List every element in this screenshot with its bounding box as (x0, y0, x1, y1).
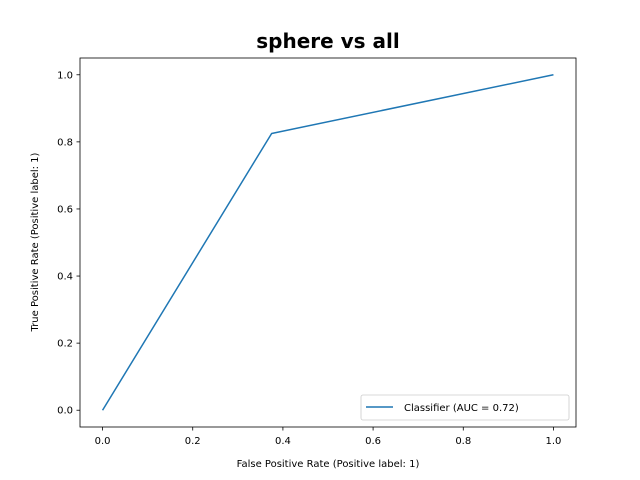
legend: Classifier (AUC = 0.72) (360, 394, 570, 421)
y-tick-label: 0.0 (57, 406, 73, 417)
y-axis-ticks: 0.0 0.2 0.4 0.6 0.8 1.0 (57, 70, 80, 417)
x-axis-label: False Positive Rate (Positive label: 1) (237, 459, 420, 470)
series-layer (101, 74, 554, 411)
chart-title: sphere vs all (256, 29, 400, 53)
x-tick-label: 0.8 (455, 436, 471, 447)
y-tick-label: 0.8 (57, 137, 73, 148)
y-tick-label: 0.4 (57, 272, 73, 283)
y-tick-label: 1.0 (57, 70, 73, 81)
x-tick-label: 0.0 (95, 436, 111, 447)
x-tick-label: 0.4 (275, 436, 291, 447)
plot-area-frame (79, 57, 577, 428)
roc-curve-line (101, 74, 554, 411)
legend-entry-label: Classifier (AUC = 0.72) (404, 403, 519, 414)
y-axis-label: True Positive Rate (Positive label: 1) (30, 152, 41, 332)
x-tick-label: 1.0 (546, 436, 562, 447)
x-tick-label: 0.6 (365, 436, 381, 447)
y-tick-label: 0.6 (57, 204, 73, 215)
x-axis-ticks: 0.0 0.2 0.4 0.6 0.8 1.0 (95, 427, 562, 447)
legend-box (360, 394, 570, 421)
y-tick-label: 0.2 (57, 339, 73, 350)
x-tick-label: 0.2 (185, 436, 201, 447)
